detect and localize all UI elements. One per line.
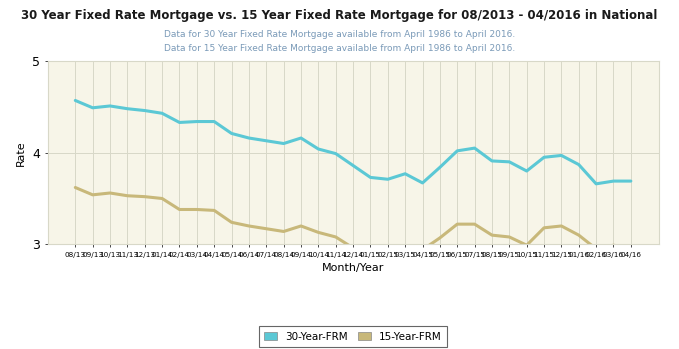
30-Year-FRM [401,172,409,176]
15-Year-FRM [141,194,149,199]
15-Year-FRM [227,220,236,224]
30-Year-FRM [245,136,253,140]
15-Year-FRM [540,226,548,230]
30-Year-FRM [384,177,392,181]
30-Year-FRM [280,141,288,146]
X-axis label: Month/Year: Month/Year [322,263,384,274]
30-Year-FRM [297,136,305,140]
15-Year-FRM [349,246,357,250]
15-Year-FRM [262,227,270,231]
15-Year-FRM [245,224,253,228]
15-Year-FRM [314,230,323,235]
15-Year-FRM [175,207,183,211]
15-Year-FRM [106,191,114,195]
Line: 30-Year-FRM: 30-Year-FRM [75,101,631,184]
30-Year-FRM [124,106,132,111]
15-Year-FRM [610,243,618,247]
30-Year-FRM [436,165,444,169]
30-Year-FRM [175,120,183,125]
30-Year-FRM [349,163,357,168]
15-Year-FRM [384,244,392,248]
15-Year-FRM [436,236,444,240]
15-Year-FRM [367,245,375,249]
30-Year-FRM [592,182,600,186]
15-Year-FRM [193,207,201,211]
15-Year-FRM [158,196,166,201]
30-Year-FRM [418,181,426,185]
15-Year-FRM [418,248,426,252]
15-Year-FRM [574,233,583,237]
Line: 15-Year-FRM: 15-Year-FRM [75,187,631,250]
15-Year-FRM [627,246,635,250]
30-Year-FRM [158,111,166,116]
30-Year-FRM [540,155,548,159]
Y-axis label: Rate: Rate [16,140,26,165]
15-Year-FRM [331,235,340,239]
30-Year-FRM [210,119,218,124]
30-Year-FRM [505,160,513,164]
30-Year-FRM [453,149,461,153]
30-Year-FRM [88,106,96,110]
30-Year-FRM [367,175,375,179]
Legend: 30-Year-FRM, 15-Year-FRM: 30-Year-FRM, 15-Year-FRM [259,326,447,347]
15-Year-FRM [297,224,305,228]
30-Year-FRM [141,109,149,113]
15-Year-FRM [557,224,566,228]
30-Year-FRM [610,179,618,183]
15-Year-FRM [71,185,79,190]
Text: Data for 30 Year Fixed Rate Mortgage available from April 1986 to April 2016.: Data for 30 Year Fixed Rate Mortgage ava… [164,30,515,39]
30-Year-FRM [523,169,531,173]
30-Year-FRM [331,151,340,156]
Text: 30 Year Fixed Rate Mortgage vs. 15 Year Fixed Rate Mortgage for 08/2013 - 04/201: 30 Year Fixed Rate Mortgage vs. 15 Year … [21,9,658,22]
15-Year-FRM [505,235,513,239]
15-Year-FRM [210,208,218,213]
Text: Data for 15 Year Fixed Rate Mortgage available from April 1986 to April 2016.: Data for 15 Year Fixed Rate Mortgage ava… [164,44,515,53]
30-Year-FRM [71,98,79,103]
15-Year-FRM [592,247,600,251]
30-Year-FRM [627,179,635,183]
15-Year-FRM [488,233,496,237]
15-Year-FRM [280,229,288,233]
15-Year-FRM [453,222,461,226]
15-Year-FRM [471,222,479,226]
30-Year-FRM [193,119,201,124]
15-Year-FRM [124,194,132,198]
15-Year-FRM [523,243,531,247]
15-Year-FRM [88,193,96,197]
30-Year-FRM [227,131,236,135]
30-Year-FRM [314,147,323,151]
30-Year-FRM [262,139,270,143]
30-Year-FRM [488,159,496,163]
30-Year-FRM [106,104,114,108]
30-Year-FRM [574,163,583,167]
30-Year-FRM [471,146,479,150]
15-Year-FRM [401,245,409,249]
30-Year-FRM [557,153,566,157]
